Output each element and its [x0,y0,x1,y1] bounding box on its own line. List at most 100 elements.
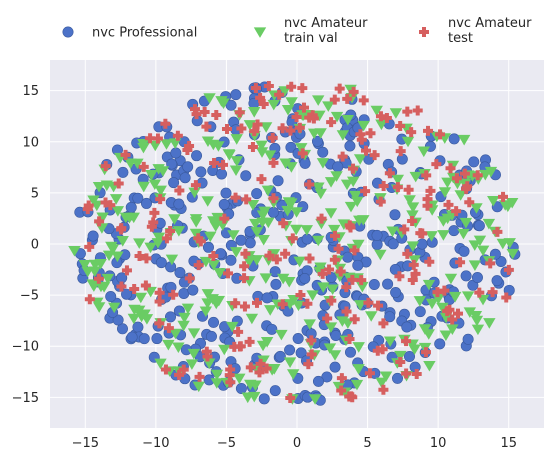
data-point [304,253,315,264]
data-point [329,254,340,265]
data-point [306,349,317,360]
data-point [168,289,179,300]
data-point [307,110,318,121]
data-point [117,323,129,335]
data-point [471,324,485,336]
data-point [389,108,403,119]
data-point [105,200,116,211]
data-point [213,268,226,279]
data-point [212,141,225,152]
data-point [365,311,378,322]
data-point [326,284,339,295]
data-point [185,359,199,370]
data-point [436,302,449,314]
data-point [174,185,185,196]
data-point [344,140,356,152]
data-point [317,146,329,158]
data-point [352,364,365,375]
data-point [193,260,204,271]
data-point [267,132,278,143]
data-point [181,303,195,315]
data-point [255,147,269,158]
data-point [432,293,445,305]
data-point [255,140,268,152]
data-point [382,278,394,290]
data-point [168,214,181,225]
data-point [420,347,431,358]
data-point [82,204,93,215]
data-point [347,274,358,285]
data-point [236,123,247,134]
data-point [487,287,498,298]
data-point [252,119,263,130]
data-point [463,307,477,318]
data-point [471,272,483,284]
data-point [261,292,273,304]
data-point [314,128,327,139]
data-point [168,177,180,189]
data-point [438,187,452,198]
data-point [84,294,95,305]
data-point [94,216,105,227]
y-tick-labels: −15 −10 −5 0 5 10 15 [12,84,39,406]
data-point [484,166,498,178]
data-point [287,233,298,244]
data-point [342,93,353,104]
data-point [68,246,81,257]
data-point [154,318,165,329]
data-point [357,120,370,132]
data-point [413,296,427,307]
data-point [375,196,386,207]
data-point [439,312,453,324]
y-tick-label: 5 [31,186,39,201]
data-points [68,81,521,406]
data-point [116,236,129,247]
data-point [156,166,170,177]
data-point [226,321,239,333]
data-point [223,150,236,161]
data-point [444,273,458,285]
data-point [349,245,360,256]
data-point [468,156,480,168]
data-point [421,170,432,181]
data-point [145,169,158,181]
x-tick-label: −5 [217,436,236,451]
data-point [132,192,144,204]
data-point [154,287,165,298]
data-point [235,383,247,395]
data-point [336,385,347,396]
data-point [337,151,348,162]
data-point [468,260,482,271]
data-point [324,322,338,333]
data-point [473,220,485,232]
data-point [239,273,250,284]
data-point [332,381,346,393]
data-point [423,125,434,136]
data-point [165,254,179,266]
data-point [443,199,454,210]
data-point [295,289,306,300]
data-point [90,200,104,212]
data-point [230,134,243,145]
data-point [286,81,297,92]
legend-label: nvc Amateur train val [284,16,368,46]
data-point [403,184,414,195]
data-point [257,234,270,246]
data-point [172,130,183,141]
data-point [274,350,286,362]
data-point [401,368,412,379]
data-point [395,146,406,157]
data-point [470,315,484,327]
data-point [254,367,265,378]
data-point [295,347,307,359]
data-point [84,241,95,252]
data-point [373,300,384,311]
data-point [168,138,182,149]
y-tick-label: −10 [12,340,39,355]
data-point [170,147,182,159]
data-point [134,292,148,304]
data-point [394,271,405,282]
data-point [409,171,422,183]
data-point [229,247,243,258]
data-point [411,368,422,379]
